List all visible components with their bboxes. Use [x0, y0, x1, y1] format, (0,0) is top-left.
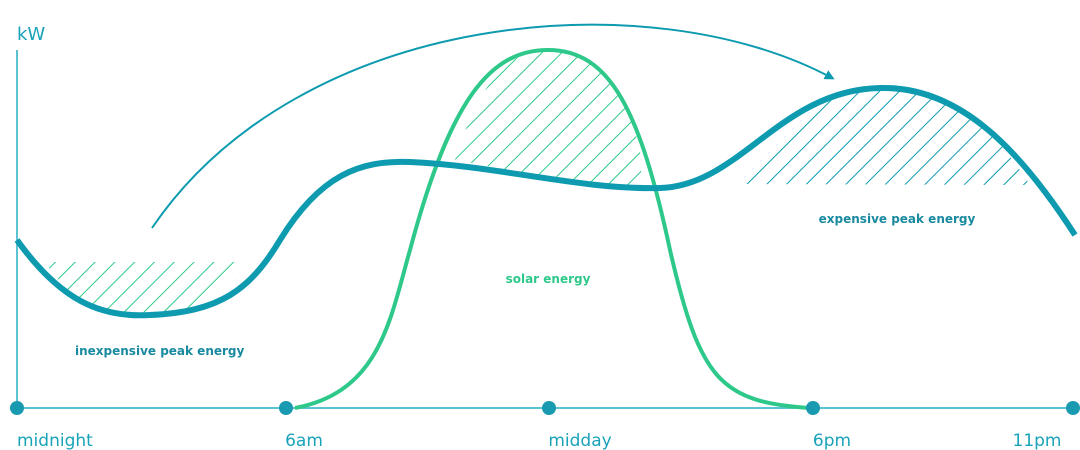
annotation: inexpensive peak energy: [75, 344, 245, 358]
y-axis-label: kW: [17, 24, 45, 45]
solar-curve: [294, 47, 811, 410]
hatch-solar: [455, 50, 642, 187]
x-label: 11pm: [1013, 431, 1062, 450]
demand-curve: [14, 84, 1078, 319]
dot: [1066, 401, 1080, 415]
hatch-inexpensive: [45, 262, 250, 316]
dot: [542, 401, 556, 415]
dot: [806, 401, 820, 415]
axis-dots: [10, 401, 1080, 415]
x-label: midday: [548, 431, 611, 450]
annotation: solar energy: [506, 272, 591, 286]
dot: [279, 401, 293, 415]
annotation: expensive peak energy: [819, 212, 976, 226]
dot: [10, 401, 24, 415]
x-label: 6pm: [813, 431, 851, 450]
x-label: 6am: [285, 431, 323, 450]
hatch-expensive: [740, 87, 1030, 185]
shift-arrow: [151, 23, 835, 229]
x-label: midnight: [17, 431, 93, 450]
